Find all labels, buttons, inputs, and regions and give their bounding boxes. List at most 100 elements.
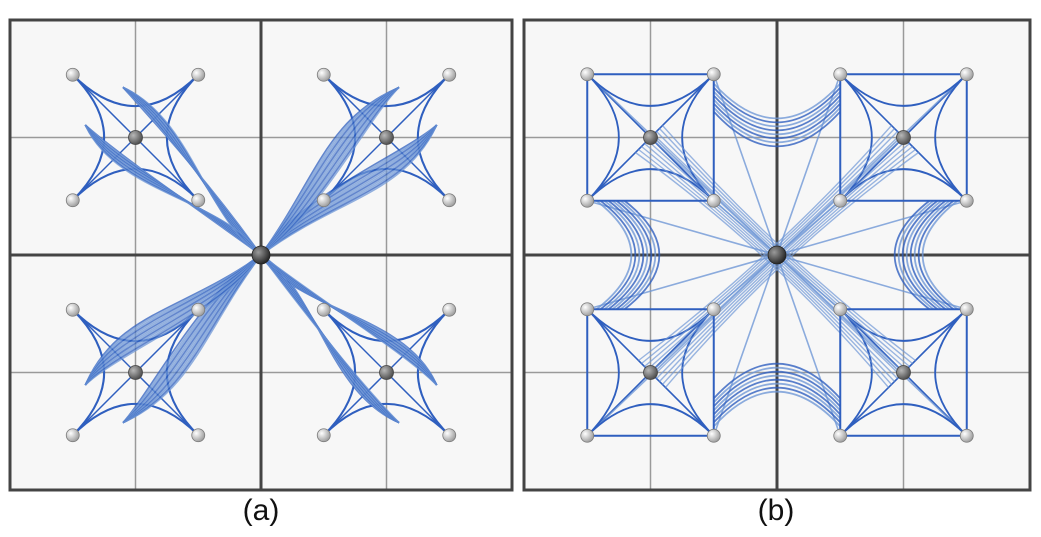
node-gray xyxy=(643,130,658,145)
node-white xyxy=(706,428,721,443)
ring-curve xyxy=(607,200,645,310)
node-white xyxy=(706,193,721,208)
ring-curve xyxy=(713,90,841,128)
ring-curve xyxy=(595,200,633,310)
star-edge-curve xyxy=(586,308,715,342)
node-gray xyxy=(128,365,143,380)
node-center xyxy=(251,245,271,265)
node-white xyxy=(580,428,595,443)
spoke-line xyxy=(323,371,388,436)
node-white xyxy=(833,67,848,82)
bundle-curve xyxy=(260,86,400,256)
spoke-line xyxy=(385,371,450,436)
node-white xyxy=(191,302,206,317)
ring-curve xyxy=(913,200,951,310)
node-gray xyxy=(379,365,394,380)
node-white xyxy=(442,428,457,443)
star-edge-curve xyxy=(417,309,450,436)
diagonal-line xyxy=(776,254,842,437)
star-edge-curve xyxy=(839,168,968,202)
diagonal-line xyxy=(776,73,842,256)
node-white xyxy=(580,193,595,208)
node-white xyxy=(65,428,80,443)
star-edge-curve xyxy=(586,168,715,202)
ring-curve xyxy=(713,82,841,120)
curve-group xyxy=(586,73,968,437)
ring-curve xyxy=(713,382,841,420)
node-white xyxy=(191,428,206,443)
ring-curve xyxy=(713,102,841,140)
curve-group xyxy=(72,74,450,436)
ring-curve xyxy=(713,378,841,416)
ring-curve xyxy=(713,106,841,144)
node-white xyxy=(959,67,974,82)
node-white xyxy=(833,428,848,443)
node-gray xyxy=(128,130,143,145)
node-white xyxy=(833,302,848,317)
node-white xyxy=(580,302,595,317)
node-white xyxy=(316,67,331,82)
node-white xyxy=(580,67,595,82)
star-edge-curve xyxy=(934,73,968,202)
ring-curve xyxy=(713,370,841,408)
cell-box xyxy=(586,73,715,202)
spoke-line xyxy=(385,309,450,374)
star-edge-curve xyxy=(586,308,620,437)
star-edge-curve xyxy=(839,403,968,437)
star-edge-curve xyxy=(839,308,968,342)
node-group xyxy=(65,67,457,443)
star-edge-curve xyxy=(681,308,715,437)
bundle-curve xyxy=(122,254,262,424)
bundle-curve xyxy=(260,124,438,256)
star-edge-curve xyxy=(586,73,620,202)
star-edge-curve xyxy=(72,309,105,436)
star-edge-curve xyxy=(681,73,715,202)
ring-curve xyxy=(713,390,841,428)
ring-curve xyxy=(615,200,653,310)
star-edge-curve xyxy=(586,403,715,437)
star-edge-curve xyxy=(72,74,199,107)
star-edge-curve xyxy=(323,74,450,107)
ring-curve xyxy=(901,200,939,310)
ring-curve xyxy=(893,200,931,310)
node-white xyxy=(65,193,80,208)
bundle-curve xyxy=(84,254,262,386)
star-edge-curve xyxy=(839,308,873,437)
bundle-curve xyxy=(260,254,438,386)
node-white xyxy=(316,302,331,317)
spoke-line xyxy=(72,136,137,201)
panel-frame xyxy=(8,18,514,492)
spoke-line xyxy=(134,136,199,201)
panel-b xyxy=(522,18,1032,492)
spoke-line xyxy=(134,371,199,436)
star-edge-curve xyxy=(323,403,450,436)
star-edge-curve xyxy=(934,308,968,437)
node-gray xyxy=(379,130,394,145)
ring-curve xyxy=(713,386,841,424)
ring-curve xyxy=(611,200,649,310)
ring-curve xyxy=(603,200,641,310)
ring-curve xyxy=(599,200,637,310)
node-white xyxy=(65,302,80,317)
node-white xyxy=(706,302,721,317)
ring-curve xyxy=(713,366,841,404)
node-gray xyxy=(643,365,658,380)
node-white xyxy=(191,67,206,82)
node-white xyxy=(706,67,721,82)
star-edge-curve xyxy=(72,74,105,201)
ring-curve xyxy=(713,110,841,148)
node-white xyxy=(316,428,331,443)
ring-curve xyxy=(713,94,841,132)
ring-curve xyxy=(619,200,657,310)
node-white xyxy=(833,193,848,208)
ring-curve xyxy=(905,200,943,310)
node-white xyxy=(959,302,974,317)
bundle-curve xyxy=(260,254,400,424)
ring-curve xyxy=(917,200,955,310)
bundle-curve xyxy=(122,86,262,256)
node-white xyxy=(442,302,457,317)
ring-curve xyxy=(713,98,841,136)
node-white xyxy=(442,67,457,82)
node-white xyxy=(959,193,974,208)
node-gray xyxy=(896,365,911,380)
